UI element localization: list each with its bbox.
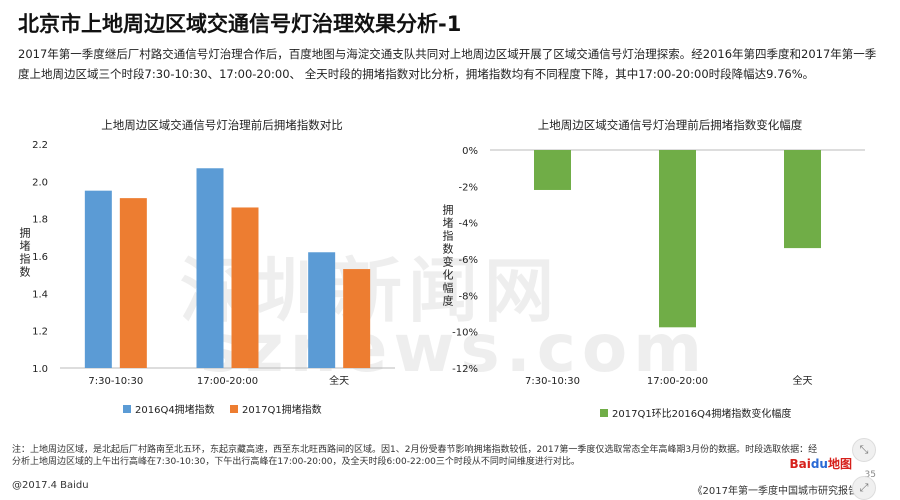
logo-text-a: Bai [789, 457, 811, 471]
bar-1-1 [534, 150, 571, 190]
legend-label-1: 2017Q1环比2016Q4拥堵指数变化幅度 [612, 407, 791, 420]
copyright-text: @2017.4 Baidu [12, 480, 89, 491]
y-tick-label: 1.0 [32, 364, 48, 375]
y-tick-label: -4% [459, 219, 478, 230]
y-tick-label: 2.2 [32, 140, 48, 151]
page-title: 北京市上地周边区域交通信号灯治理效果分析-1 [18, 12, 462, 36]
bar-1-3 [308, 252, 336, 368]
y-tick-label: 0% [462, 146, 478, 157]
x-tick-label: 17:00-20:00 [647, 376, 708, 387]
y-tick-label: -2% [459, 182, 478, 193]
y-tick-label: 1.6 [32, 252, 48, 263]
y-axis-label: 拥堵指数 [20, 226, 31, 279]
legend-swatch-2 [230, 405, 238, 413]
chart-title-1: 上地周边区域交通信号灯治理前后拥堵指数对比 [101, 118, 343, 132]
intro-paragraph: 2017年第一季度继后厂村路交通信号灯治理合作后，百度地图与海淀交通支队共同对上… [18, 47, 877, 81]
baidu-map-logo: Baidu地图 [789, 455, 852, 472]
legend-label-1: 2016Q4拥堵指数 [135, 403, 215, 416]
y-tick-label: 2.0 [32, 177, 48, 188]
collapse-icon: ⤡ [859, 443, 869, 456]
report-name: 《2017年第一季度中国城市研究报告》 [692, 486, 868, 497]
logo-text-b: du [810, 457, 828, 471]
y-tick-label: 1.4 [32, 289, 48, 300]
bar-2-2 [231, 207, 259, 368]
bar-1-3 [784, 150, 821, 249]
x-tick-label: 7:30-10:30 [525, 376, 580, 387]
y-tick-label: -8% [459, 291, 478, 302]
x-tick-label: 7:30-10:30 [88, 376, 143, 387]
x-tick-label: 全天 [793, 374, 813, 387]
y-tick-label: -10% [452, 328, 478, 339]
footer-note: 注：上地周边区域，是北起后厂村路南至北五环，东起京藏高速，西至东北旺西路间的区域… [12, 445, 818, 467]
expand-button[interactable]: ⤢ [852, 476, 876, 500]
y-tick-label: -6% [459, 255, 478, 266]
y-axis-label: 拥堵指数变化幅度 [443, 203, 454, 308]
x-tick-label: 17:00-20:00 [197, 376, 258, 387]
bar-1-2 [659, 150, 696, 328]
y-tick-label: 1.2 [32, 327, 48, 338]
logo-text-c: 地图 [827, 457, 852, 471]
bar-1-2 [196, 168, 224, 368]
x-tick-label: 全天 [329, 374, 349, 387]
bar-2-1 [119, 198, 147, 368]
page-number: 35 [864, 470, 876, 480]
expand-icon: ⤢ [859, 481, 869, 494]
collapse-button[interactable]: ⤡ [852, 438, 876, 462]
bar-1-1 [84, 190, 112, 368]
legend-label-2: 2017Q1拥堵指数 [242, 403, 322, 416]
chart-title-2: 上地周边区域交通信号灯治理前后拥堵指数变化幅度 [538, 118, 803, 132]
legend-swatch-1 [600, 409, 608, 417]
y-tick-label: -12% [452, 364, 478, 375]
y-tick-label: 1.8 [32, 215, 48, 226]
legend-swatch-1 [123, 405, 131, 413]
bar-2-3 [343, 269, 371, 368]
